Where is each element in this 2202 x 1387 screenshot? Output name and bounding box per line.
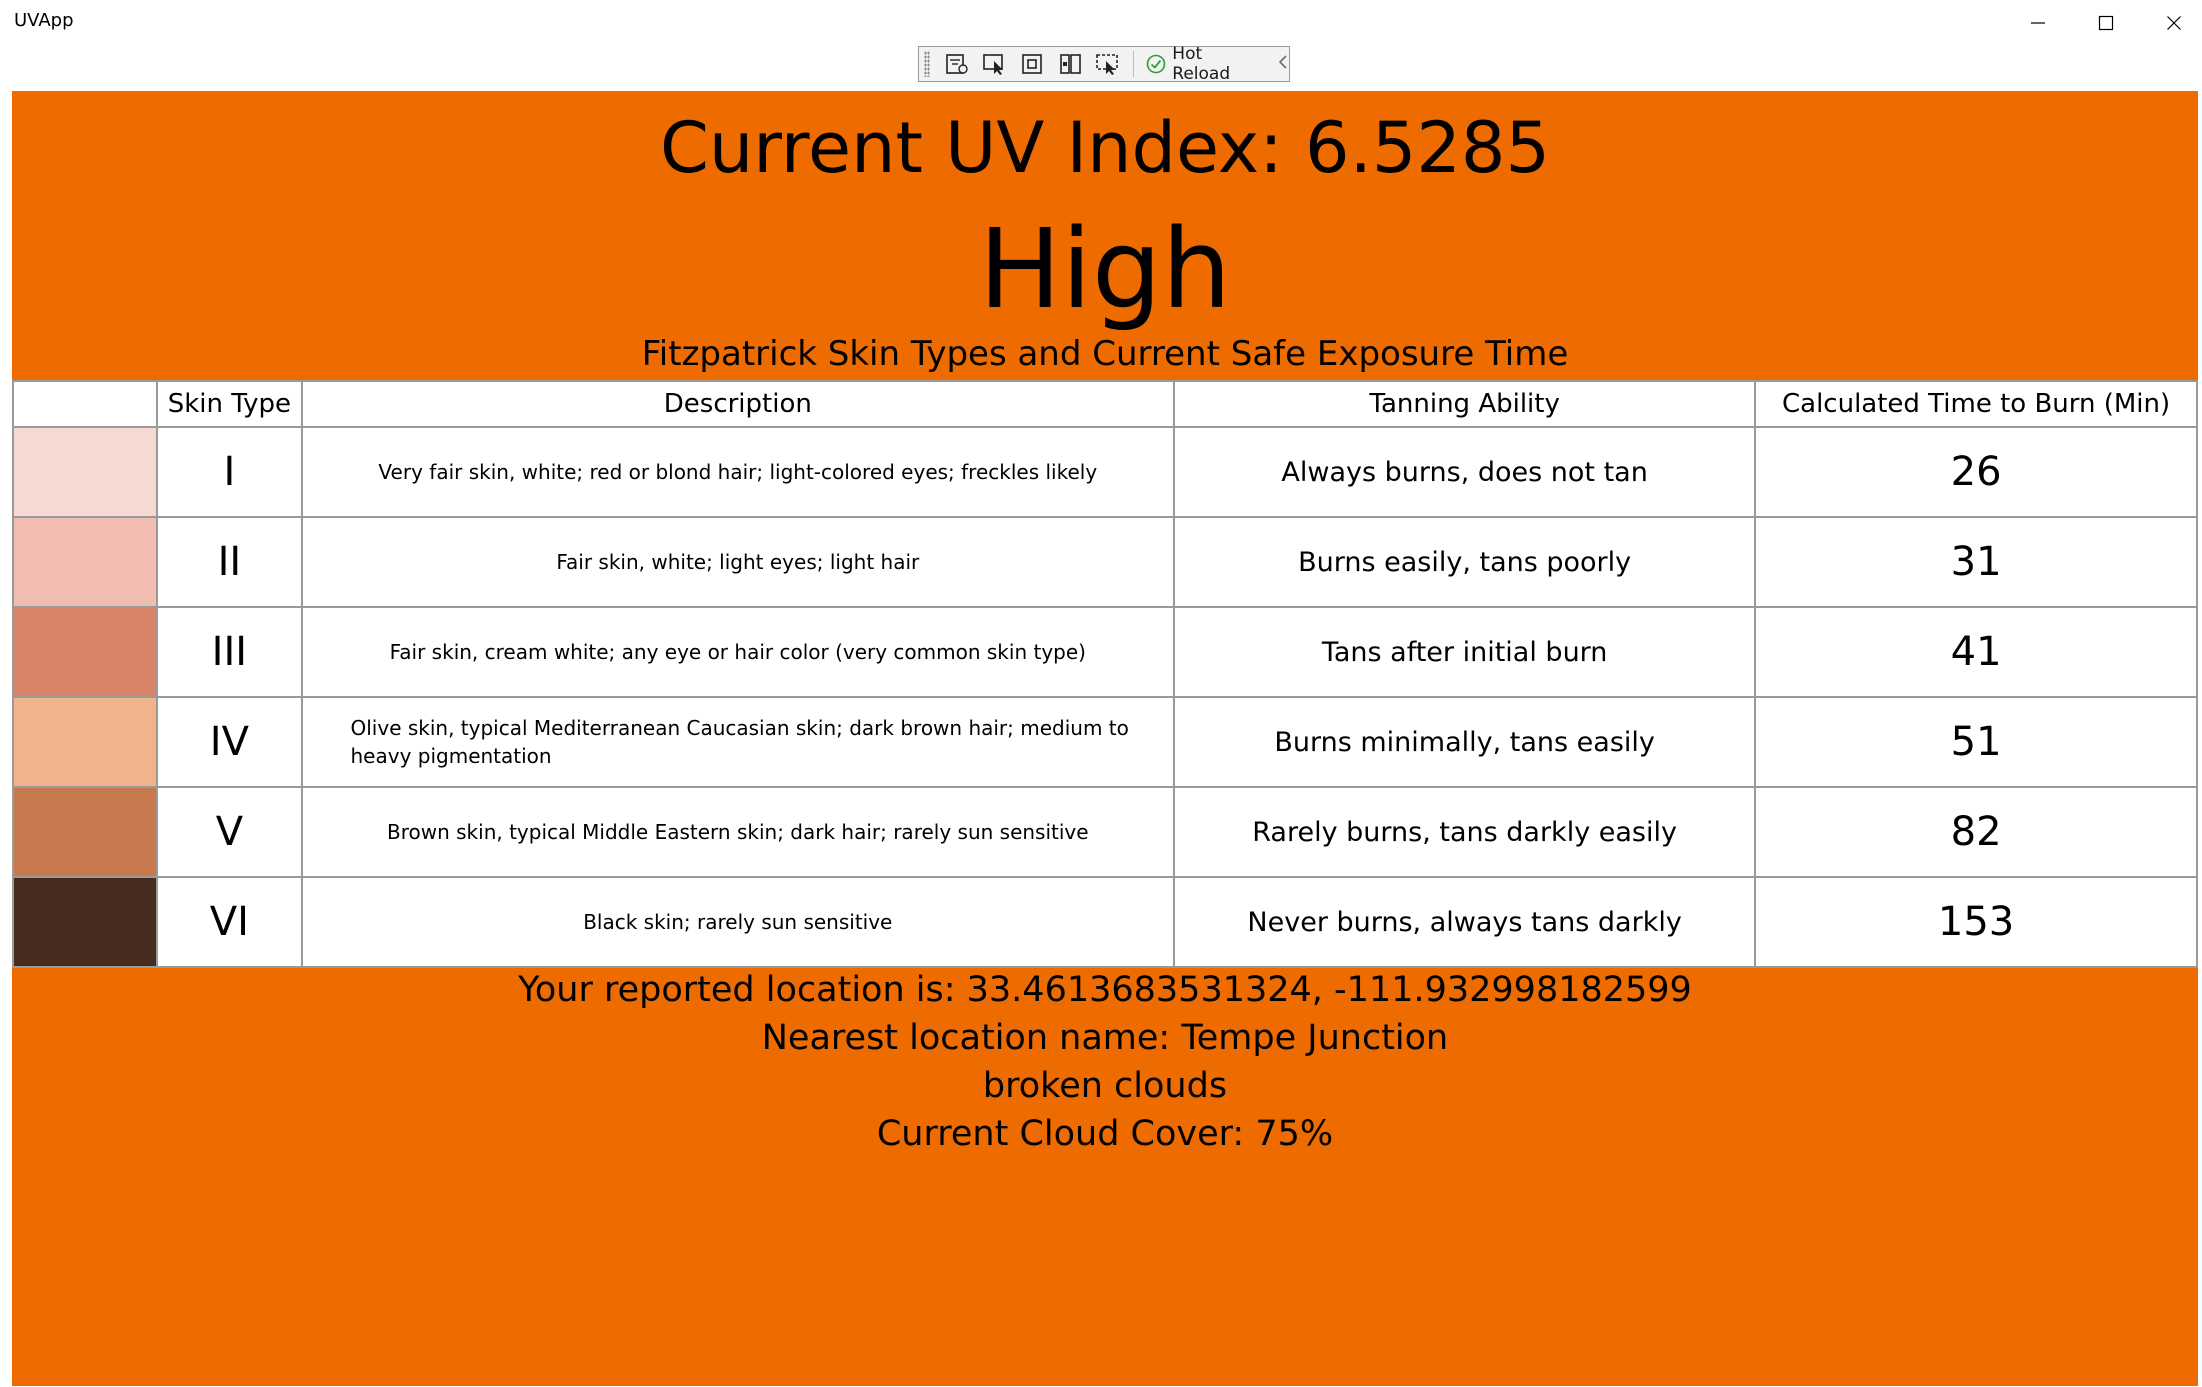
location-info: Your reported location is: 33.4613683531… [12, 966, 2198, 1158]
live-visual-tree-icon [946, 54, 968, 74]
weather-description: broken clouds [982, 1066, 1228, 1106]
skin-type-cell: I [156, 426, 303, 518]
tanning-cell: Burns minimally, tans easily [1173, 696, 1757, 788]
collapse-toolbar-button[interactable] [1277, 52, 1289, 76]
skin-swatch [14, 878, 157, 966]
xaml-dev-toolbar: Hot Reload [918, 44, 1290, 84]
header-time-to-burn: Calculated Time to Burn (Min) [1754, 380, 2198, 428]
live-visual-tree-button[interactable] [938, 48, 976, 80]
description-cell: Fair skin, cream white; any eye or hair … [300, 606, 1176, 698]
title-bar: UVApp [0, 0, 2202, 46]
burn-time-cell: 82 [1754, 786, 2198, 878]
skin-swatch-cell [11, 516, 159, 608]
preview-selection-button[interactable] [1089, 48, 1127, 80]
close-icon [2167, 16, 2181, 30]
burn-time-cell: 51 [1754, 696, 2198, 788]
burn-time-cell: 26 [1754, 426, 2198, 518]
skin-swatch-cell [11, 426, 159, 518]
skin-type-table: Skin Type Description Tanning Ability Ca… [11, 380, 2198, 968]
minimize-icon [2031, 22, 2045, 24]
skin-swatch-cell [11, 606, 159, 698]
uv-index-title: Current UV Index: 6.5285 [659, 107, 1550, 189]
burn-time-cell: 41 [1754, 606, 2198, 698]
table-header-row: Skin Type Description Tanning Ability Ca… [11, 380, 2198, 428]
skin-swatch [14, 608, 157, 696]
nearest-location: Nearest location name: Tempe Junction [761, 1018, 1449, 1058]
skin-swatch [14, 698, 157, 786]
reported-location: Your reported location is: 33.4613683531… [518, 970, 1692, 1010]
description-cell: Very fair skin, white; red or blond hair… [300, 426, 1176, 518]
maximize-button[interactable] [2072, 0, 2140, 46]
table-row: I Very fair skin, white; red or blond ha… [11, 426, 2198, 518]
description-cell: Black skin; rarely sun sensitive [300, 876, 1176, 968]
burn-time-cell: 153 [1754, 876, 2198, 968]
uv-panel: Current UV Index: 6.5285 High Fitzpatric… [11, 91, 2198, 1386]
cloud-cover: Current Cloud Cover: 75% [876, 1114, 1334, 1154]
display-layout-adorners-icon [1021, 54, 1042, 74]
toolbar-grip[interactable] [924, 51, 930, 77]
maximize-icon [2098, 15, 2114, 31]
display-layout-adorners-button[interactable] [1014, 48, 1052, 80]
table-caption: Fitzpatrick Skin Types and Current Safe … [641, 334, 1569, 374]
header-skin-type: Skin Type [156, 380, 303, 428]
preview-selection-icon [1096, 54, 1119, 75]
header-tanning-ability: Tanning Ability [1173, 380, 1757, 428]
skin-swatch [14, 518, 157, 606]
track-focus-icon [1059, 54, 1081, 74]
skin-type-cell: III [156, 606, 303, 698]
hot-reload-label: Hot Reload [1172, 44, 1231, 84]
table-row: III Fair skin, cream white; any eye or h… [11, 606, 2198, 698]
chevron-left-icon [1278, 55, 1287, 69]
skin-swatch-cell [11, 876, 159, 968]
close-button[interactable] [2140, 0, 2202, 46]
minimize-button[interactable] [2004, 0, 2072, 46]
skin-swatch [14, 428, 157, 516]
table-row: VI Black skin; rarely sun sensitive Neve… [11, 876, 2198, 968]
tanning-cell: Rarely burns, tans darkly easily [1173, 786, 1757, 878]
header-description: Description [300, 380, 1176, 428]
tanning-cell: Tans after initial burn [1173, 606, 1757, 698]
skin-type-cell: VI [156, 876, 303, 968]
select-element-button[interactable] [976, 48, 1014, 80]
description-cell: Olive skin, typical Mediterranean Caucas… [300, 696, 1176, 788]
description-cell: Brown skin, typical Middle Eastern skin;… [300, 786, 1176, 878]
track-focus-button[interactable] [1052, 48, 1090, 80]
hot-reload-status[interactable]: Hot Reload [1140, 44, 1271, 84]
table-row: II Fair skin, white; light eyes; light h… [11, 516, 2198, 608]
header-swatch [11, 380, 159, 428]
toolbar-separator [1133, 51, 1135, 77]
skin-swatch [14, 788, 157, 876]
table-row: IV Olive skin, typical Mediterranean Cau… [11, 696, 2198, 788]
check-circle-icon [1147, 54, 1166, 74]
skin-swatch-cell [11, 696, 159, 788]
uv-level-label: High [978, 205, 1232, 333]
description-cell: Fair skin, white; light eyes; light hair [300, 516, 1176, 608]
skin-swatch-cell [11, 786, 159, 878]
table-row: V Brown skin, typical Middle Eastern ski… [11, 786, 2198, 878]
skin-type-cell: II [156, 516, 303, 608]
skin-type-cell: IV [156, 696, 303, 788]
window-title: UVApp [14, 10, 74, 31]
skin-type-cell: V [156, 786, 303, 878]
tanning-cell: Always burns, does not tan [1173, 426, 1757, 518]
burn-time-cell: 31 [1754, 516, 2198, 608]
tanning-cell: Never burns, always tans darkly [1173, 876, 1757, 968]
tanning-cell: Burns easily, tans poorly [1173, 516, 1757, 608]
select-element-icon [982, 54, 1003, 75]
